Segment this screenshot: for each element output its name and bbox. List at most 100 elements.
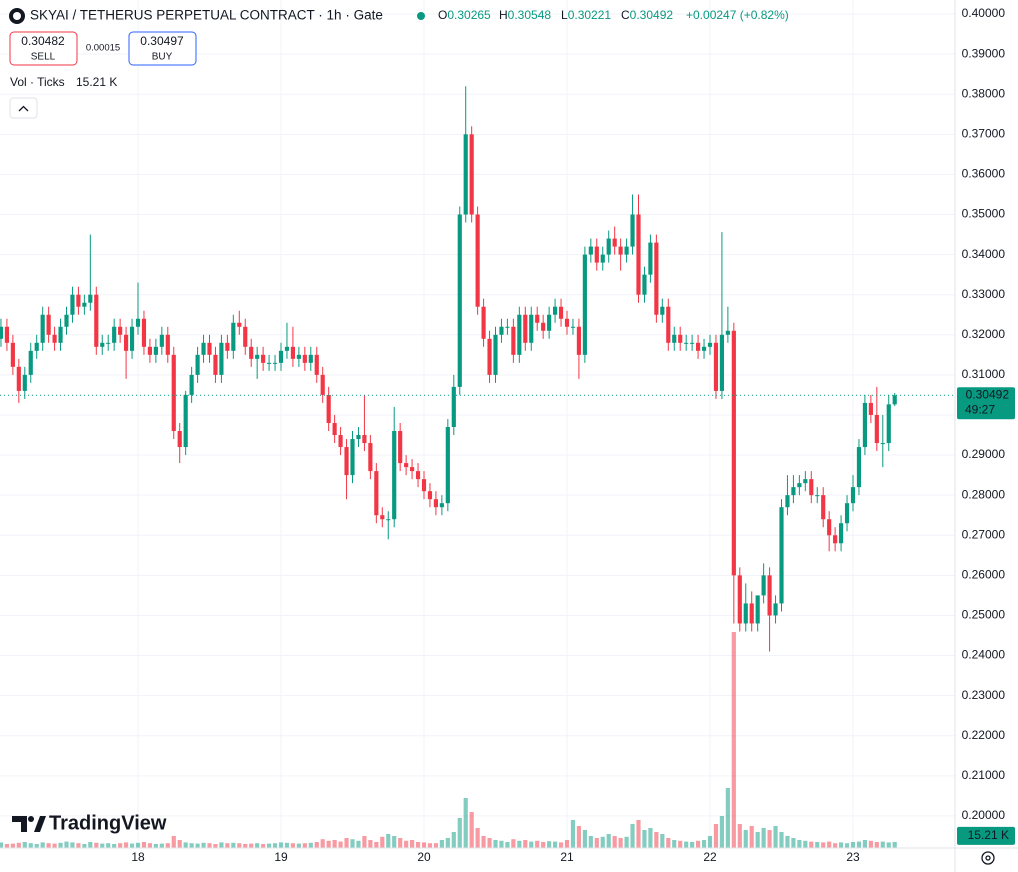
candle-body — [398, 431, 403, 464]
volume-bar — [761, 828, 766, 848]
candle-body — [648, 242, 653, 275]
candle-body — [82, 302, 87, 307]
settings-icon[interactable] — [981, 851, 995, 865]
volume-bar — [296, 843, 301, 848]
volume-bar — [165, 843, 170, 848]
candle-body — [833, 535, 838, 544]
volume-bar — [827, 841, 832, 848]
y-tick-label: 0.33000 — [962, 287, 1006, 301]
candle-body — [761, 575, 766, 596]
volume-bar — [409, 840, 415, 848]
symbol-logo — [13, 12, 21, 20]
collapse-icon[interactable] — [18, 105, 29, 112]
candle-body — [272, 362, 278, 364]
candle-body — [827, 519, 832, 536]
settings-icon[interactable] — [985, 855, 991, 861]
candle-body — [4, 326, 10, 343]
volume-bar — [451, 832, 456, 848]
brand: TradingView — [49, 812, 167, 834]
collapse-button[interactable] — [9, 97, 38, 119]
volume-bar — [690, 842, 695, 848]
change: +0.00247 (+0.82%) — [686, 8, 789, 22]
volume-bar — [28, 843, 33, 848]
volume-bar — [487, 838, 492, 848]
volume-bar — [576, 826, 582, 848]
volume-bar — [636, 820, 641, 848]
volume-bar — [278, 842, 284, 848]
candle-body — [421, 479, 427, 492]
candle-body — [570, 326, 576, 328]
volume-bar — [642, 830, 647, 848]
candle-body — [529, 314, 534, 343]
candle-body — [261, 354, 266, 363]
volume-bar — [398, 838, 403, 848]
volume-bar — [701, 840, 707, 848]
buy-box[interactable] — [128, 31, 197, 66]
candle-body — [386, 519, 391, 521]
candle-body — [606, 238, 611, 255]
ohlc-key: H — [499, 8, 508, 22]
candle-body — [475, 214, 480, 307]
candle-body — [636, 214, 641, 295]
volume-bar — [159, 843, 164, 848]
candle-body — [535, 314, 540, 323]
candle-layer — [0, 86, 955, 652]
y-tick-label: 0.28000 — [962, 487, 1006, 501]
candle-body — [249, 346, 254, 359]
volume-bar — [731, 632, 736, 848]
volume-bar — [100, 843, 105, 848]
candle-body — [94, 294, 99, 347]
brand-logo — [12, 816, 27, 832]
volume-bar — [421, 842, 427, 848]
candle-body — [326, 394, 331, 423]
volume-bar — [356, 840, 361, 848]
candle-body — [332, 422, 337, 436]
volume-bar — [499, 840, 504, 848]
candle-body — [415, 471, 421, 480]
volume-bar — [16, 842, 21, 848]
candle-body — [481, 306, 486, 339]
candle-body — [642, 274, 647, 295]
buy-price[interactable]: 0.30497 — [140, 34, 184, 48]
volume-bar — [380, 836, 385, 848]
volume-bar — [243, 844, 248, 848]
volume-bar — [463, 798, 468, 848]
candle-body — [22, 374, 27, 391]
volume-bar — [141, 842, 147, 848]
candle-body — [499, 326, 504, 335]
candle-body — [201, 342, 206, 355]
sell-price[interactable]: 0.30482 — [21, 34, 65, 48]
sell-label[interactable]: SELL — [31, 52, 56, 63]
candle-body — [368, 443, 373, 472]
volume-bar — [570, 820, 576, 848]
volume-bar — [308, 842, 313, 848]
volume-bar — [284, 842, 290, 848]
volume-bar — [773, 826, 778, 848]
volume-bar — [535, 840, 540, 848]
candle-body — [320, 374, 325, 395]
last-price-label: 0.30492 — [966, 387, 1010, 401]
buy-label[interactable]: BUY — [152, 52, 173, 63]
sell-button[interactable]: 0.30482 SELL — [9, 31, 78, 66]
candle-body — [600, 254, 605, 263]
volume-bar — [439, 840, 444, 848]
sell-box[interactable] — [9, 31, 78, 66]
volume-bar — [719, 816, 725, 848]
last-price-box — [957, 387, 1015, 420]
status-dot — [417, 12, 425, 20]
candle-body — [493, 334, 498, 375]
volume-bar — [171, 836, 176, 848]
volume-bar — [326, 840, 331, 848]
candle-body — [88, 294, 93, 303]
volume-bar — [237, 843, 242, 848]
volume-bar — [767, 830, 772, 848]
buy-button[interactable]: 0.30497 BUY — [128, 31, 197, 66]
ohlc-key: C — [621, 8, 630, 22]
candle-body — [70, 294, 75, 315]
symbol-title[interactable]: SKYAI / TETHERUS PERPETUAL CONTRACT · 1h… — [30, 8, 383, 23]
ohlc-legend: O0.30265 H0.30548 L0.30221 C0.30492 +0.0… — [438, 8, 789, 22]
candle-body — [803, 479, 808, 484]
volume-label-box — [957, 826, 1015, 845]
